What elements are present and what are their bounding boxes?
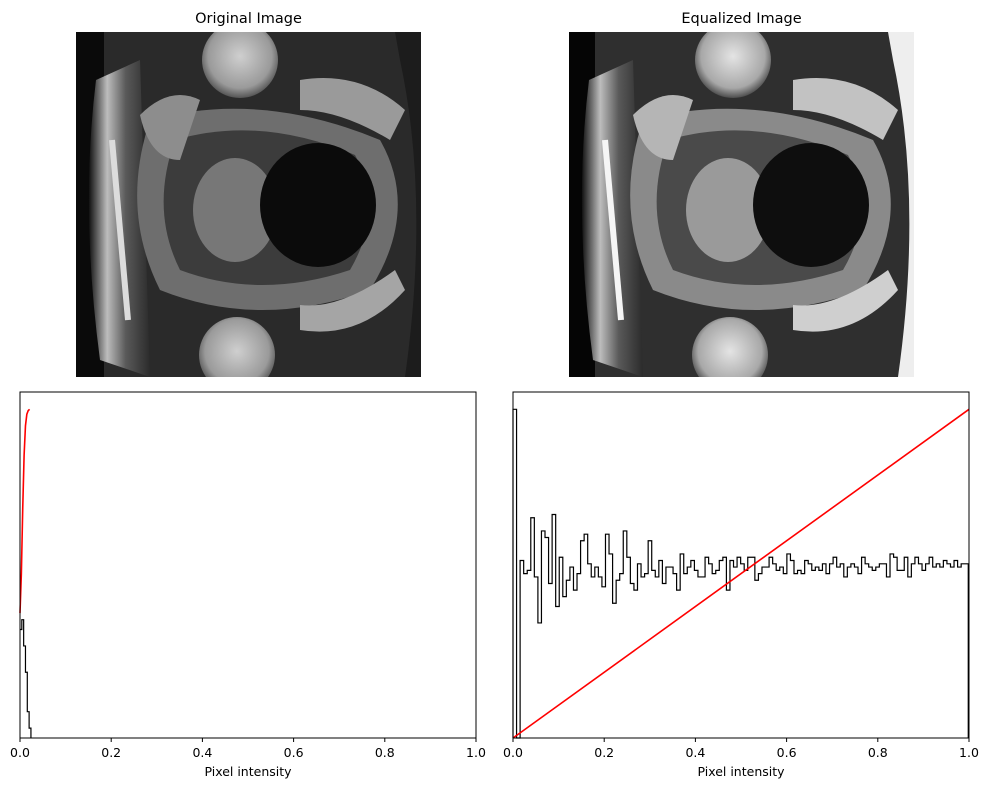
equalized-mri-image: [569, 32, 914, 377]
histogram-steps-left: [20, 619, 32, 738]
x-tick-label: 0.2: [594, 745, 614, 760]
x-tick-label: 0.8: [375, 745, 395, 760]
cdf-line-left: [19, 408, 31, 614]
x-tick-label: 0.4: [192, 745, 212, 760]
axes-frame: [19, 391, 477, 739]
x-tick-label: 0.6: [777, 745, 797, 760]
x-axis-label: Pixel intensity: [697, 764, 785, 779]
histogram-steps-right: [512, 408, 969, 739]
equalized-image-title: Equalized Image: [681, 11, 801, 27]
original-histogram: 0.0 0.2 0.4 0.6 0.8 1.0 Pixel intensity: [10, 391, 486, 779]
x-tick-label: 0.6: [284, 745, 304, 760]
axes-frame: [512, 391, 970, 739]
x-tick-label: 0.2: [101, 745, 121, 760]
equalized-histogram: 0.0 0.2 0.4 0.6 0.8 1.0 Pixel intensity: [503, 391, 979, 779]
x-tick-label: 0.4: [685, 745, 705, 760]
x-tick-label: 1.0: [959, 745, 979, 760]
original-mri-image: [76, 32, 421, 377]
x-tick-label: 0.0: [503, 745, 523, 760]
x-tick-label: 0.0: [10, 745, 30, 760]
original-image-title: Original Image: [195, 11, 302, 27]
x-tick-label: 0.8: [868, 745, 888, 760]
x-axis-label: Pixel intensity: [204, 764, 292, 779]
x-tick-label: 1.0: [466, 745, 486, 760]
cdf-line-right: [512, 408, 970, 739]
